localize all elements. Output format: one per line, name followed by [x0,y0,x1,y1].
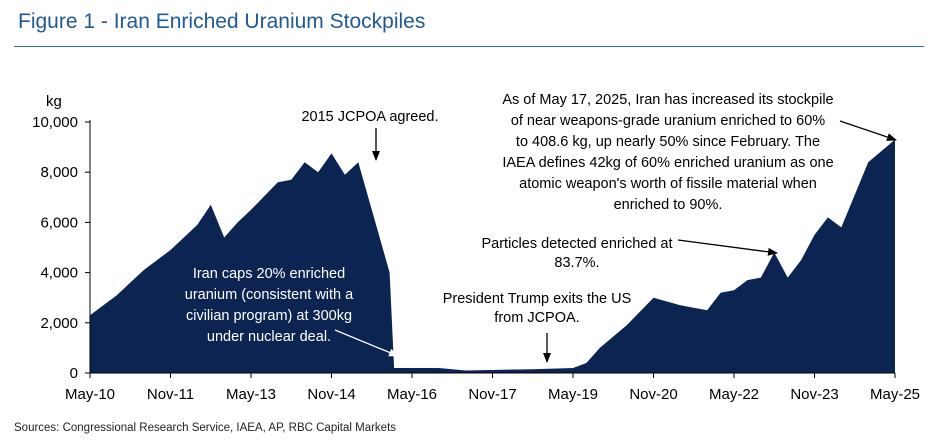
annotation-arrow [677,239,778,256]
y-tick-label: 2,000 [40,315,78,332]
source-note: Sources: Congressional Research Service,… [14,422,397,434]
annotations: 2015 JCPOA agreed. As of May 17, 2025, Ir… [185,92,897,363]
y-tick-label: 4,000 [40,265,78,282]
stockpile-area-series [90,139,895,373]
annotation-text: civilian program) at 300kg [186,308,352,324]
x-tick-label: May-16 [387,386,437,403]
annotation-text: from JCPOA. [494,310,579,326]
x-tick-label: Nov-20 [629,386,677,403]
annotation-1: 2015 JCPOA agreed. [301,109,439,161]
annotation-text: President Trump exits the US [443,291,632,307]
y-tick-label: 8,000 [40,164,78,181]
annotation-text: enriched to 90%. [614,197,723,213]
x-tick-label: May-22 [709,386,759,403]
annotation-text: As of May 17, 2025, Iran has increased i… [502,92,833,108]
annotation-text: atomic weapon's worth of fissile materia… [519,176,817,192]
x-tick-label: May-13 [226,386,276,403]
x-tick-label: Nov-11 [147,386,194,403]
plot-area [90,139,895,373]
x-tick-label: Nov-23 [790,386,838,403]
annotation-arrow [839,120,897,141]
annotation-2: As of May 17, 2025, Iran has increased i… [502,92,897,213]
y-tick-label: 6,000 [40,214,78,231]
annotation-arrow [334,329,399,357]
x-tick-label: Nov-14 [307,386,355,403]
annotation-text: Iran caps 20% enriched [193,266,345,282]
title-divider [14,46,924,47]
x-tick-label: May-25 [870,386,920,403]
annotation-text: IAEA defines 42kg of 60% enriched uraniu… [502,155,833,171]
x-tick-label: May-10 [65,386,115,403]
x-tick-label: May-19 [548,386,598,403]
x-tick-label: Nov-17 [468,386,516,403]
annotation-text: uranium (consistent with a [185,287,354,303]
annotation-text: 83.7%. [554,255,599,271]
axes: 0 2,000 4,000 6,000 8,000 10,000 kg May-10 Nov-1… [32,93,920,403]
y-tick-label: 10,000 [32,114,78,131]
annotation-text: under nuclear deal. [207,329,331,345]
annotation-text: to 408.6 kg, up nearly 50% since Februar… [516,134,820,150]
annotation-5: Iran caps 20% enriched uranium (consisten… [185,266,399,357]
annotation-3: Particles detected enriched at 83.7%. [481,236,778,271]
annotation-4: President Trump exits the US from JCPOA. [443,291,632,363]
annotation-text: 2015 JCPOA agreed. [301,109,438,125]
figure-title: Figure 1 - Iran Enriched Uranium Stockpi… [18,10,426,33]
y-axis-label: kg [46,93,62,110]
annotation-text: of near weapons-grade uranium enriched t… [511,113,825,129]
annotation-text: Particles detected enriched at [481,236,672,252]
y-tick-label: 0 [70,365,78,382]
